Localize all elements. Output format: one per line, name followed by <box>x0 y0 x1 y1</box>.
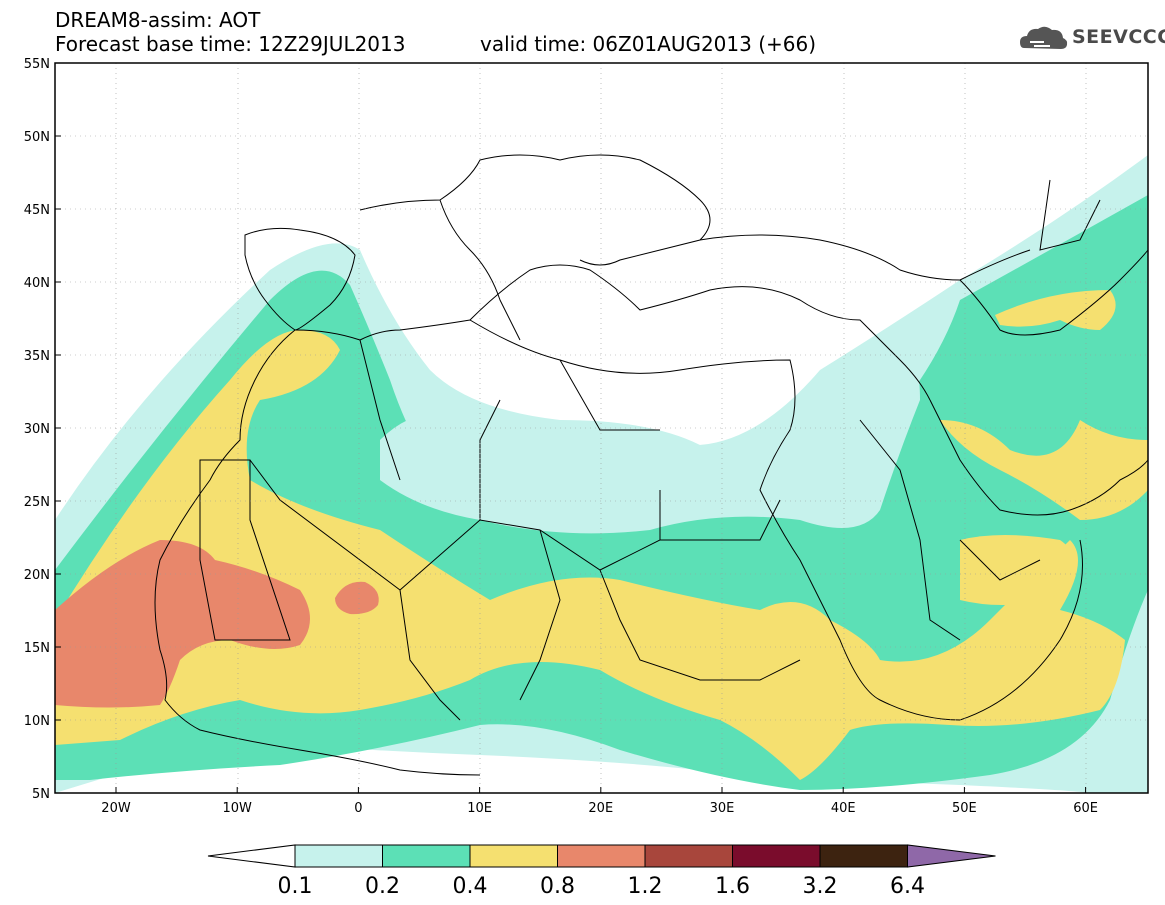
graticule <box>55 63 1148 793</box>
colorbar-swatch <box>382 844 471 868</box>
colorbar-label: 1.2 <box>628 874 663 899</box>
colorbar-swatch <box>294 844 383 868</box>
colorbar-swatch <box>557 844 646 868</box>
lon-label: 10W <box>222 801 252 816</box>
valid-time: valid time: 06Z01AUG2013 (+66) <box>480 32 817 56</box>
aot-band-0.8 <box>55 540 310 708</box>
lat-label: 20N <box>24 568 50 583</box>
colorbar-label: 0.1 <box>278 874 313 899</box>
lat-label: 10N <box>24 714 50 729</box>
forecast-base-time: Forecast base time: 12Z29JUL2013 <box>55 32 406 56</box>
lat-label: 45N <box>24 203 50 218</box>
colorbar-over-arrow <box>907 844 996 868</box>
aot-band-0.1-interior <box>380 345 920 534</box>
colorbar-swatch <box>469 844 558 868</box>
chart-title: DREAM8-assim: AOT <box>55 8 261 32</box>
aot-band-0.4-gulf <box>940 420 1148 520</box>
lat-labels: 55N 50N 45N 40N 35N 30N 25N 20N 15N 10N 5N <box>24 57 61 802</box>
lon-label: 40E <box>831 801 856 816</box>
colorbar-swatch <box>732 844 821 868</box>
lon-label: 0 <box>354 801 362 816</box>
colorbar-swatch <box>819 844 908 868</box>
colorbar-label: 1.6 <box>715 874 750 899</box>
colorbar-label: 3.2 <box>803 874 838 899</box>
lon-label: 20E <box>588 801 613 816</box>
lat-label: 15N <box>24 641 50 656</box>
colorbar-swatch <box>644 844 733 868</box>
cloud-icon <box>1020 26 1068 49</box>
colorbar-label: 0.2 <box>365 874 400 899</box>
lat-label: 5N <box>32 787 50 802</box>
lat-label: 40N <box>24 276 50 291</box>
colorbar-label: 0.8 <box>540 874 575 899</box>
lon-label: 10E <box>467 801 492 816</box>
lon-label: 60E <box>1073 801 1098 816</box>
colorbar-label: 0.4 <box>453 874 488 899</box>
aot-field <box>55 63 1148 793</box>
lon-label: 20W <box>101 801 131 816</box>
lon-labels: 20W 10W 0 10E 20E 30E 40E 50E 60E <box>101 787 1098 816</box>
logo-text: SEEVCCC <box>1072 26 1165 48</box>
lon-label: 30E <box>710 801 735 816</box>
aot-band-0.4-arabia <box>960 535 1073 605</box>
colorbar-label: 6.4 <box>890 874 925 899</box>
lon-label: 50E <box>952 801 977 816</box>
lat-label: 35N <box>24 349 50 364</box>
lat-label: 30N <box>24 422 50 437</box>
aot-band-0.4-caspian <box>995 290 1116 330</box>
coastlines <box>154 154 1148 776</box>
lat-label: 25N <box>24 495 50 510</box>
lat-label: 50N <box>24 130 50 145</box>
aot-band-0.8-east <box>335 581 379 615</box>
colorbar-under-arrow <box>207 844 296 868</box>
aot-band-0.4 <box>55 330 1125 780</box>
colorbar: 0.1 0.2 0.4 0.8 1.2 1.6 3.2 6.4 <box>207 844 996 899</box>
lat-label: 55N <box>24 57 50 72</box>
